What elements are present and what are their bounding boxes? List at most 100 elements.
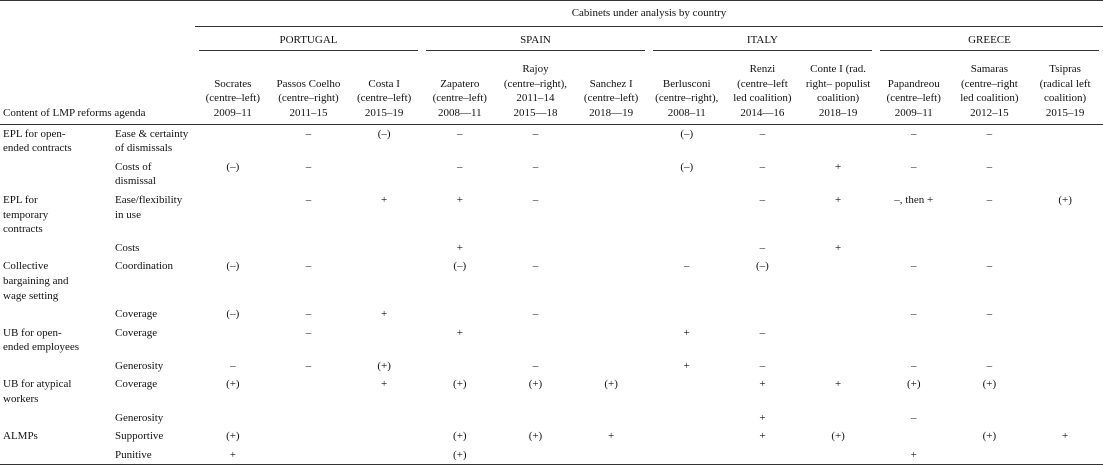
group-label: EPL for temporary contracts	[0, 191, 112, 239]
cell	[876, 427, 952, 446]
cell: (+)	[195, 427, 271, 446]
cell: +	[346, 305, 422, 324]
cabinet-line: 2015–19	[1045, 106, 1085, 119]
cabinet-line: Costa I	[368, 77, 400, 90]
stub-blank	[0, 1, 195, 27]
cell: –	[498, 357, 574, 376]
cell: –	[952, 158, 1028, 191]
cell	[649, 305, 725, 324]
cell: +	[422, 324, 498, 357]
cell-value: –	[910, 308, 917, 321]
cell: +	[725, 427, 801, 446]
cabinet-line: 2014—16	[740, 106, 785, 119]
cell: –	[725, 191, 801, 239]
cell: (–)	[195, 305, 271, 324]
cell-value: (+)	[982, 378, 997, 391]
cell-value: (+)	[528, 378, 543, 391]
cabinet-line: Rajoy	[522, 63, 549, 76]
item-label: Ease & certainty of dismissals	[115, 127, 189, 155]
cabinet-row: Content of LMP reforms agenda Socrates (ce…	[0, 54, 1103, 125]
group-label	[0, 158, 112, 191]
cell: (+)	[876, 375, 952, 408]
cabinet-line: Zapatero	[440, 77, 480, 90]
cell-value: (+)	[906, 378, 921, 391]
cell	[573, 191, 649, 239]
cell: –	[498, 305, 574, 324]
body-row: Costs + – +	[0, 239, 1103, 258]
cell: (+)	[195, 375, 271, 408]
cell	[952, 446, 1028, 465]
body-row: Collective bargaining and wage setting Co…	[0, 257, 1103, 305]
cell: –	[422, 158, 498, 191]
cabinet-line: Sanchez I	[589, 77, 633, 90]
cabinet-line: 2015—18	[513, 106, 558, 119]
cell: –	[876, 158, 952, 191]
cell	[498, 446, 574, 465]
country-name: GREECE	[879, 33, 1099, 52]
cell	[725, 305, 801, 324]
cabinet-line: led coalition)	[733, 92, 792, 105]
cabinet-line: Renzi	[749, 63, 776, 76]
group-label: Collective bargaining and wage setting	[0, 257, 112, 305]
cell	[195, 124, 271, 158]
cabinet-line: Passos Coelho	[276, 77, 341, 90]
cell: –	[725, 239, 801, 258]
cell	[422, 357, 498, 376]
item-label: Coordination	[115, 260, 174, 273]
cell: (+)	[422, 375, 498, 408]
cabinet-line: (centre–right),	[503, 77, 568, 90]
cell	[1027, 257, 1103, 305]
cell: –	[876, 257, 952, 305]
cell-value: (–)	[226, 260, 240, 273]
cell: –	[725, 124, 801, 158]
cabinet-line: Socrates	[214, 77, 252, 90]
cell: +	[346, 375, 422, 408]
cabinet-line: (centre–left)	[356, 92, 412, 105]
cell-value: –	[910, 160, 917, 173]
cell-value: –	[305, 127, 312, 140]
group-label: UB for atypical workers	[0, 375, 112, 408]
country-name: ITALY	[652, 33, 872, 52]
cell	[876, 239, 952, 258]
cell-value: +	[608, 430, 615, 443]
cabinet-header: Sanchez I (centre–left) 2018—19	[573, 54, 649, 125]
cell	[800, 257, 876, 305]
body-row: EPL for open-ended contracts Ease & certa…	[0, 124, 1103, 158]
cell: –	[876, 357, 952, 376]
cabinet-line: 2015–19	[364, 106, 404, 119]
cabinet-line: (centre–right	[960, 77, 1018, 90]
cabinet-line: 2008–11	[667, 106, 706, 119]
cell-value: –	[532, 359, 539, 372]
cell-value: +	[759, 378, 766, 391]
cell-value: +	[456, 326, 463, 339]
cell: –	[271, 124, 347, 158]
cell-value: –	[532, 160, 539, 173]
cabinet-line: 2008—11	[438, 106, 482, 119]
cabinet-line: 2009–11	[213, 106, 252, 119]
cabinet-header: Rajoy (centre–right), 2011–14 2015—18	[497, 54, 574, 125]
cell-value: –	[532, 127, 539, 140]
cell-value: +	[834, 193, 842, 206]
item-label: Costs	[115, 241, 140, 254]
cell: +	[649, 357, 725, 376]
cell-value: +	[1062, 430, 1069, 443]
cell: (–)	[649, 158, 725, 191]
cell: +	[725, 375, 801, 408]
cell: –	[952, 257, 1028, 305]
body-row: UB for atypical workers Coverage (+) + (+) (+…	[0, 375, 1103, 408]
cell: –	[271, 158, 347, 191]
cell-value: (+)	[1058, 193, 1072, 206]
cell	[346, 257, 422, 305]
cell	[573, 257, 649, 305]
cell-value: +	[683, 359, 690, 372]
cell: –	[876, 305, 952, 324]
cabinet-line: coalition)	[817, 92, 860, 105]
cell: +	[346, 191, 422, 239]
cell	[649, 409, 725, 428]
cabinet-header: Berlusconi (centre–right), 2008–11	[648, 54, 725, 125]
cell-value: –	[759, 160, 766, 173]
group-label: ALMPs	[0, 427, 112, 446]
cell: +	[876, 446, 952, 465]
cell: +	[573, 427, 649, 446]
